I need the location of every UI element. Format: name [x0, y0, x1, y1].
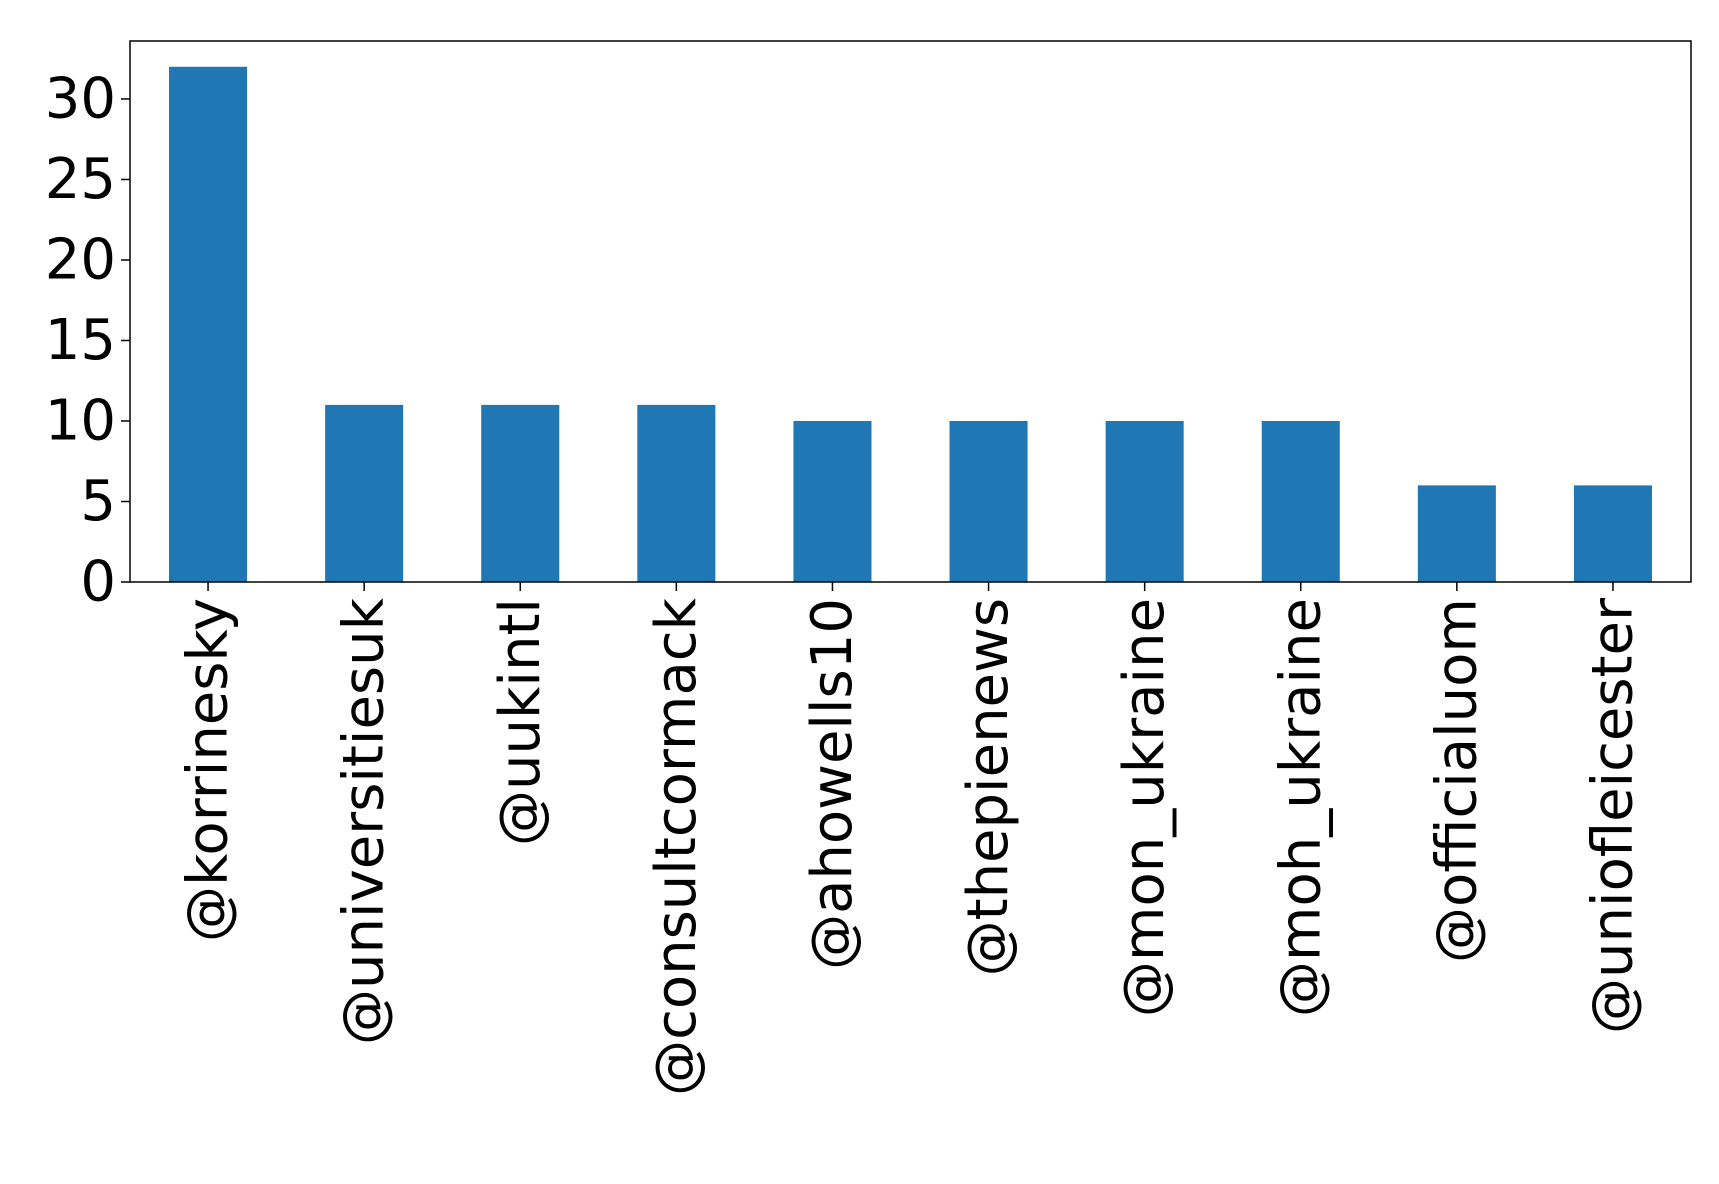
y-axis: 0 5 10 15 20 25 30 — [45, 66, 130, 615]
y-tick-label: 0 — [80, 550, 116, 615]
bar-thepienews — [949, 420, 1028, 582]
bar-consultcormack — [637, 404, 716, 582]
x-tick-label: @uniofleicester — [1580, 597, 1645, 1034]
y-tick-label: 5 — [80, 469, 116, 534]
bar-moh-ukraine — [1261, 420, 1340, 582]
x-tick-label: @moh_ukraine — [1268, 598, 1333, 1017]
y-tick-label: 25 — [45, 147, 116, 212]
bar-uniofleicester — [1573, 485, 1652, 582]
y-tick-label: 30 — [45, 66, 116, 131]
x-tick-label: @consultcormack — [644, 597, 709, 1095]
bar-ahowells10 — [793, 420, 872, 582]
x-tick-label: @korrinesky — [176, 598, 241, 942]
bar-officialuom — [1417, 485, 1496, 582]
bar-mon-ukraine — [1105, 420, 1184, 582]
bar-universitiesuk — [325, 404, 404, 582]
y-tick-label: 20 — [45, 227, 116, 292]
x-tick-label: @uukintl — [488, 598, 553, 846]
x-tick-label: @universitiesuk — [332, 597, 397, 1045]
x-tick-label: @thepienews — [956, 598, 1021, 976]
bar-uukintl — [481, 404, 560, 582]
bar-korrinesky — [169, 66, 248, 582]
x-tick-label: @ahowells10 — [800, 598, 865, 970]
bars-group — [169, 66, 1652, 582]
y-tick-label: 15 — [45, 308, 116, 373]
plot-frame — [129, 40, 1692, 583]
y-tick-label: 10 — [45, 388, 116, 453]
x-tick-label: @mon_ukraine — [1112, 598, 1177, 1017]
x-tick-label: @officialuom — [1424, 598, 1489, 963]
x-axis: @korrinesky @universitiesuk @uukintl @consu… — [176, 582, 1645, 1096]
